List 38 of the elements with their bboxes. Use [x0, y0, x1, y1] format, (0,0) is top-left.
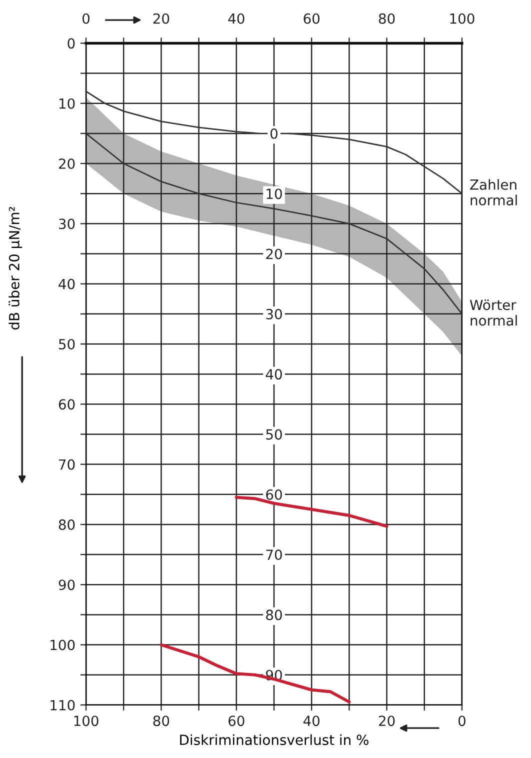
- y-tick-label: 110: [50, 700, 75, 710]
- x-axis-title: Diskriminationsverlust in %: [180, 734, 368, 746]
- x-tick-label: 20: [378, 716, 395, 726]
- series-label: Zahlen normal: [470, 179, 517, 206]
- x2-tick-label: 80: [378, 13, 395, 24]
- y3-tick-label: 0: [270, 128, 278, 139]
- x-tick-label: 80: [153, 716, 170, 726]
- line-series: [160, 643, 351, 704]
- x-tick-label: 0: [458, 716, 466, 726]
- y3-tick-label: 40: [266, 369, 282, 380]
- y-tick-label: 60: [58, 399, 75, 410]
- y-tick-label: 0: [68, 38, 75, 49]
- y3-tick-label: 50: [266, 429, 282, 440]
- y-tick-label: 80: [58, 519, 75, 530]
- series-label: Wörter normal: [470, 299, 517, 326]
- x-tick-label: 100: [74, 716, 98, 726]
- y3-tick-label: 10: [266, 188, 282, 200]
- y3-tick-label: 30: [266, 308, 282, 320]
- x2-tick-label: 100: [450, 13, 474, 24]
- x-tick-label: 40: [303, 716, 320, 726]
- y-tick-label: 10: [59, 98, 75, 109]
- y3-tick-label: 80: [266, 610, 282, 620]
- y-tick-label: 30: [58, 218, 75, 230]
- y-tick-label: 50: [59, 338, 75, 350]
- y3-tick-label: 20: [266, 248, 282, 260]
- y3-tick-label: 60: [266, 489, 282, 500]
- y-tick-label: 40: [58, 278, 75, 290]
- y-tick-label: 100: [50, 640, 75, 650]
- x2-tick-label: 20: [153, 13, 170, 24]
- x2-tick-label: 0: [82, 13, 90, 24]
- x-tick-label: 60: [228, 716, 244, 726]
- y-tick-label: 70: [59, 459, 75, 470]
- y-axis-title: dB über 20 µN/m²: [8, 207, 22, 330]
- y-tick-label: 20: [58, 158, 75, 169]
- y-tick-label: 90: [58, 580, 75, 590]
- y3-tick-label: 70: [266, 550, 282, 560]
- x2-tick-label: 40: [228, 13, 244, 24]
- x2-tick-label: 60: [304, 13, 320, 24]
